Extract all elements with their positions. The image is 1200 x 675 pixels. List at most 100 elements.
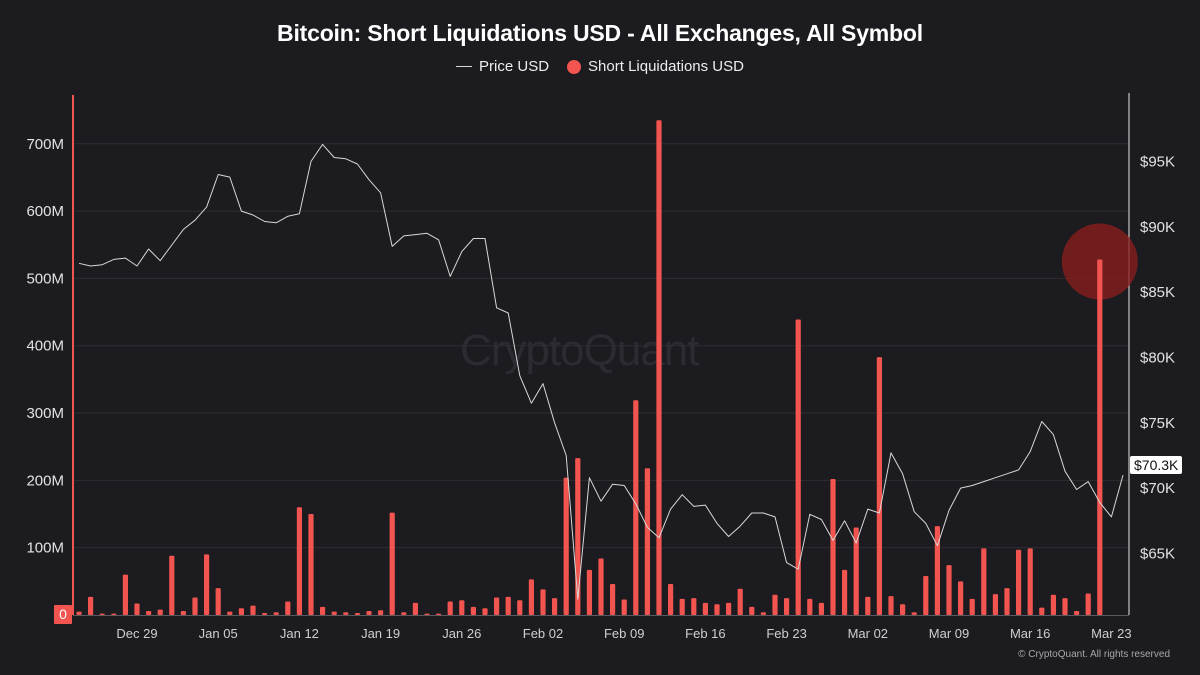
- bar: [714, 604, 720, 615]
- bar: [238, 608, 244, 615]
- bar: [1039, 607, 1045, 615]
- bar: [772, 594, 778, 615]
- bar: [934, 526, 940, 615]
- bar: [424, 613, 430, 615]
- bar: [760, 612, 766, 615]
- legend-item-short-liquidations[interactable]: Short Liquidations USD: [567, 58, 744, 75]
- bar: [436, 613, 442, 615]
- bar: [726, 602, 732, 615]
- x-tick-label: Feb 23: [766, 626, 806, 641]
- bar: [76, 611, 82, 615]
- bar: [1050, 594, 1056, 615]
- bar: [169, 555, 175, 615]
- legend-label-price: Price USD: [479, 58, 550, 75]
- bar: [946, 565, 952, 615]
- x-tick-label: Jan 05: [199, 626, 238, 641]
- bar: [633, 400, 639, 615]
- bar: [552, 598, 558, 615]
- x-tick-label: Dec 29: [116, 626, 157, 641]
- legend-label-short-liquidations: Short Liquidations USD: [588, 58, 744, 75]
- bar: [180, 610, 186, 615]
- bar: [378, 610, 384, 615]
- x-tick-label: Mar 09: [929, 626, 969, 641]
- bar: [227, 611, 233, 615]
- bar: [1004, 588, 1010, 615]
- x-tick-label: Mar 02: [848, 626, 888, 641]
- legend-dot-swatch: [567, 59, 582, 74]
- copyright-text: © CryptoQuant. All rights reserved: [1018, 649, 1170, 660]
- y-left-tick-label: 500M: [26, 270, 64, 287]
- bar: [354, 612, 360, 615]
- bar: [911, 612, 917, 615]
- bar: [296, 507, 302, 615]
- bar: [900, 604, 906, 615]
- bar: [842, 569, 848, 615]
- bar: [285, 601, 291, 615]
- bar: [586, 569, 592, 615]
- x-tick-label: Jan 26: [442, 626, 481, 641]
- bar: [308, 514, 314, 615]
- bar: [830, 479, 836, 615]
- y-left-tick-label: 300M: [26, 405, 64, 422]
- bar: [702, 602, 708, 615]
- bar: [262, 612, 268, 615]
- x-tick-label: Mar 23: [1091, 626, 1131, 641]
- legend-line-swatch: [456, 66, 473, 67]
- bar: [1085, 593, 1091, 615]
- bar: [818, 602, 824, 615]
- x-tick-label: Jan 19: [361, 626, 400, 641]
- bar: [111, 613, 117, 615]
- bar: [563, 477, 569, 615]
- bar: [320, 606, 326, 615]
- y-left-tick-label: 700M: [26, 136, 64, 153]
- bar: [795, 319, 801, 615]
- bar: [494, 597, 500, 615]
- y-right-tick-label: $65K: [1140, 546, 1175, 563]
- bar: [656, 120, 662, 615]
- y-left-tick-label: 200M: [26, 472, 64, 489]
- y-right-tick-label: $80K: [1140, 349, 1175, 366]
- x-tick-label: Feb 02: [523, 626, 563, 641]
- bar: [1062, 598, 1068, 615]
- y-left-tick-label: 100M: [26, 540, 64, 557]
- bar: [146, 610, 152, 615]
- bar: [737, 588, 743, 615]
- bar: [610, 584, 616, 615]
- bar: [122, 574, 128, 615]
- y-right-tick-label: $95K: [1140, 153, 1175, 170]
- bar: [470, 606, 476, 615]
- last-price-badge: $70.3K: [1130, 456, 1183, 474]
- bar: [540, 589, 546, 615]
- y-left-tick-label: 600M: [26, 203, 64, 220]
- bar: [679, 598, 685, 615]
- bar: [981, 548, 987, 615]
- bar: [517, 600, 523, 615]
- bar: [99, 613, 105, 615]
- x-tick-label: Feb 16: [685, 626, 725, 641]
- x-tick-label: Feb 09: [604, 626, 644, 641]
- bar: [958, 581, 964, 615]
- bar: [888, 596, 894, 615]
- bar: [331, 611, 337, 615]
- legend: Price USD Short Liquidations USD: [0, 58, 1200, 75]
- bar: [215, 588, 221, 615]
- bar: [250, 605, 256, 615]
- bar: [784, 598, 790, 615]
- y-left-tick-label: 400M: [26, 338, 64, 355]
- bar: [343, 612, 349, 615]
- bar: [134, 603, 140, 615]
- bar: [865, 596, 871, 615]
- legend-item-price[interactable]: Price USD: [456, 58, 549, 75]
- bar: [1027, 548, 1033, 615]
- bar: [749, 606, 755, 615]
- bar: [876, 357, 882, 615]
- bar: [853, 527, 859, 615]
- bar: [807, 598, 813, 615]
- bar: [366, 610, 372, 615]
- y-right-tick-label: $75K: [1140, 415, 1175, 432]
- bar: [668, 584, 674, 615]
- y-right-tick-label: $90K: [1140, 219, 1175, 236]
- bar: [1097, 259, 1103, 615]
- bar: [401, 612, 407, 615]
